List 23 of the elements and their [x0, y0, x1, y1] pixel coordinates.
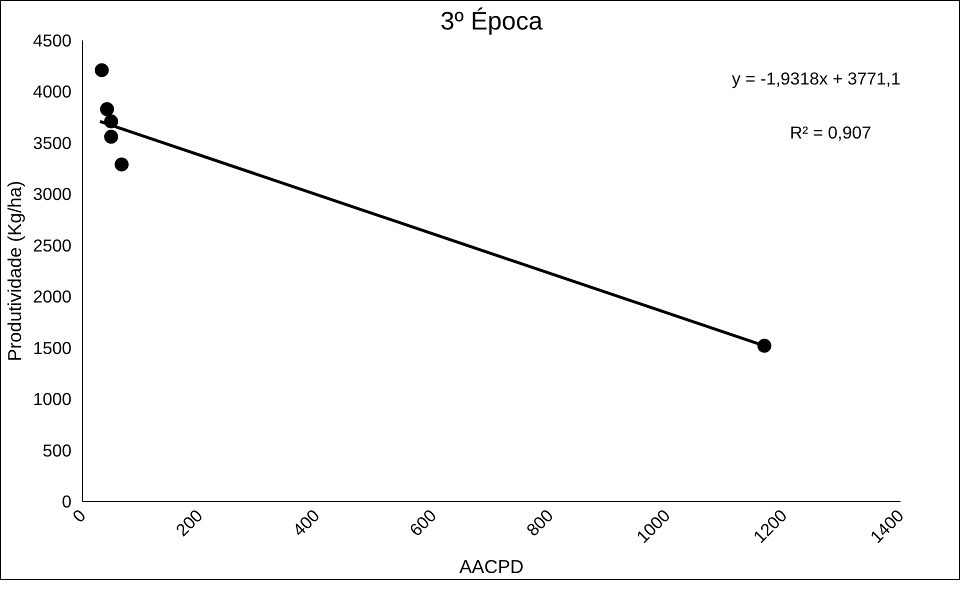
annotation: y = -1,9318x + 3771,1 — [732, 68, 901, 88]
y-tick-label: 1000 — [32, 389, 72, 410]
y-tick-label: 3000 — [32, 184, 72, 204]
point — [114, 157, 129, 172]
point — [100, 102, 114, 116]
point — [94, 63, 109, 78]
y-tick-label: 500 — [42, 440, 72, 460]
y-tick-label: 0 — [62, 492, 72, 512]
x-tick-label: 200 — [172, 505, 206, 540]
x-axis-title: AACPD — [459, 556, 524, 578]
x-tick-label: 600 — [406, 505, 440, 540]
y-tick-label: 3500 — [32, 132, 72, 153]
x-tick-label: 800 — [522, 505, 558, 540]
annotation: R² = 0,907 — [790, 122, 872, 143]
y-tick-label: 1500 — [32, 338, 72, 358]
y-tick-label: 4500 — [32, 30, 72, 50]
y-tick-label: 2500 — [32, 235, 72, 256]
point — [104, 130, 118, 144]
y-axis-title: Produtividade (Kg/ha) — [4, 180, 25, 362]
y-tick-label: 4000 — [32, 82, 72, 102]
x-tick-label: 400 — [288, 505, 324, 540]
chart-title: 3º Época — [440, 8, 544, 36]
y-tick-label: 2000 — [32, 286, 72, 307]
